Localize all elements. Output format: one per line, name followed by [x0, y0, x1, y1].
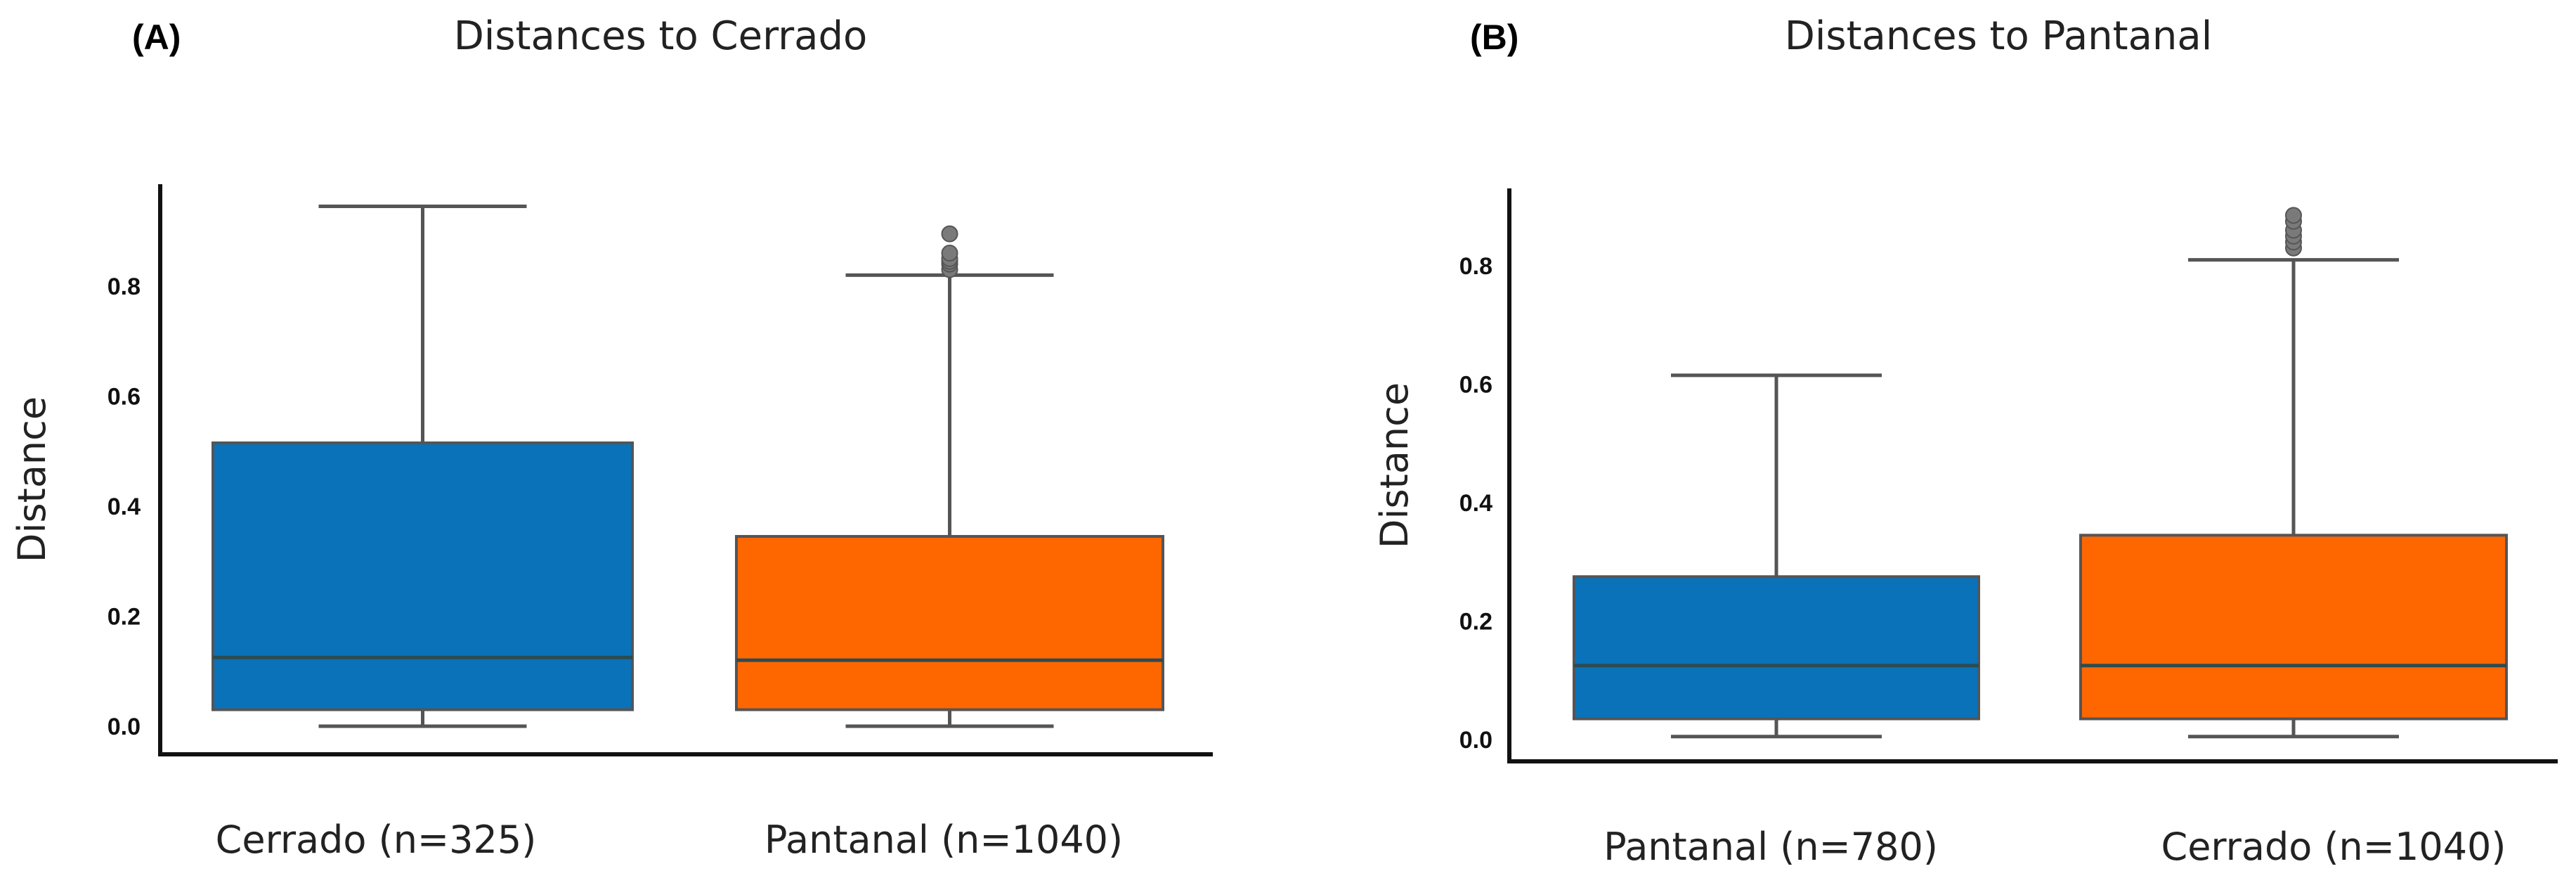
panel-b-title: Distances to Pantanal	[1785, 13, 2213, 59]
panel-a-ytick-label: 0.4	[108, 494, 141, 520]
panel-a-ytick-label: 0.8	[108, 273, 141, 300]
panel-b-plot: 0.0 0.2 0.4 0.6 0.8	[1459, 188, 2558, 763]
panel-b-ytick-label: 0.6	[1459, 372, 1492, 399]
panel-b-ytick-label: 0.0	[1459, 727, 1492, 754]
panel-a-plot: 0.0 0.2 0.4 0.6 0.8	[108, 184, 1213, 756]
panel-a-ytick-label: 0.2	[108, 604, 141, 631]
panel-b-ylabel: Distance	[1372, 382, 1417, 548]
panel-a-ytick-label: 0.6	[108, 384, 141, 411]
panel-a-ylabel: Distance	[10, 396, 54, 562]
panel-b-ytick-label: 0.2	[1459, 609, 1492, 636]
panel-a-tag: (A)	[132, 18, 181, 57]
panel-b-ytick-label: 0.4	[1459, 490, 1492, 517]
panel-a-box-2-iqr	[735, 535, 1164, 711]
panel-a-title: Distances to Cerrado	[454, 13, 868, 59]
panel-b-box-1-iqr	[1573, 575, 1980, 721]
panel-b-xtick-label: Pantanal (n=780)	[1604, 825, 1938, 869]
panel-a-ytick-label: 0.0	[108, 714, 141, 740]
panel-a-box-2-outlier	[941, 245, 958, 262]
panel-a: (A) Distances to Cerrado Distance Cerrad…	[10, 13, 1213, 862]
panel-a-xtick-label: Cerrado (n=325)	[216, 818, 537, 862]
panel-b-tag: (B)	[1470, 18, 1518, 57]
panel-a-xtick-label: Pantanal (n=1040)	[765, 818, 1123, 862]
panel-a-box-2-outlier	[941, 225, 958, 243]
panel-b-box-2-outlier	[2285, 207, 2302, 224]
panel-b-xtick-label: Cerrado (n=1040)	[2161, 825, 2506, 869]
panel-a-box-1-iqr	[212, 441, 634, 711]
panel-b-box-2-iqr	[2079, 534, 2508, 721]
panel-b-ytick-label: 0.8	[1459, 253, 1492, 280]
panel-b: (B) Distances to Pantanal Distance Panta…	[1372, 13, 2558, 869]
